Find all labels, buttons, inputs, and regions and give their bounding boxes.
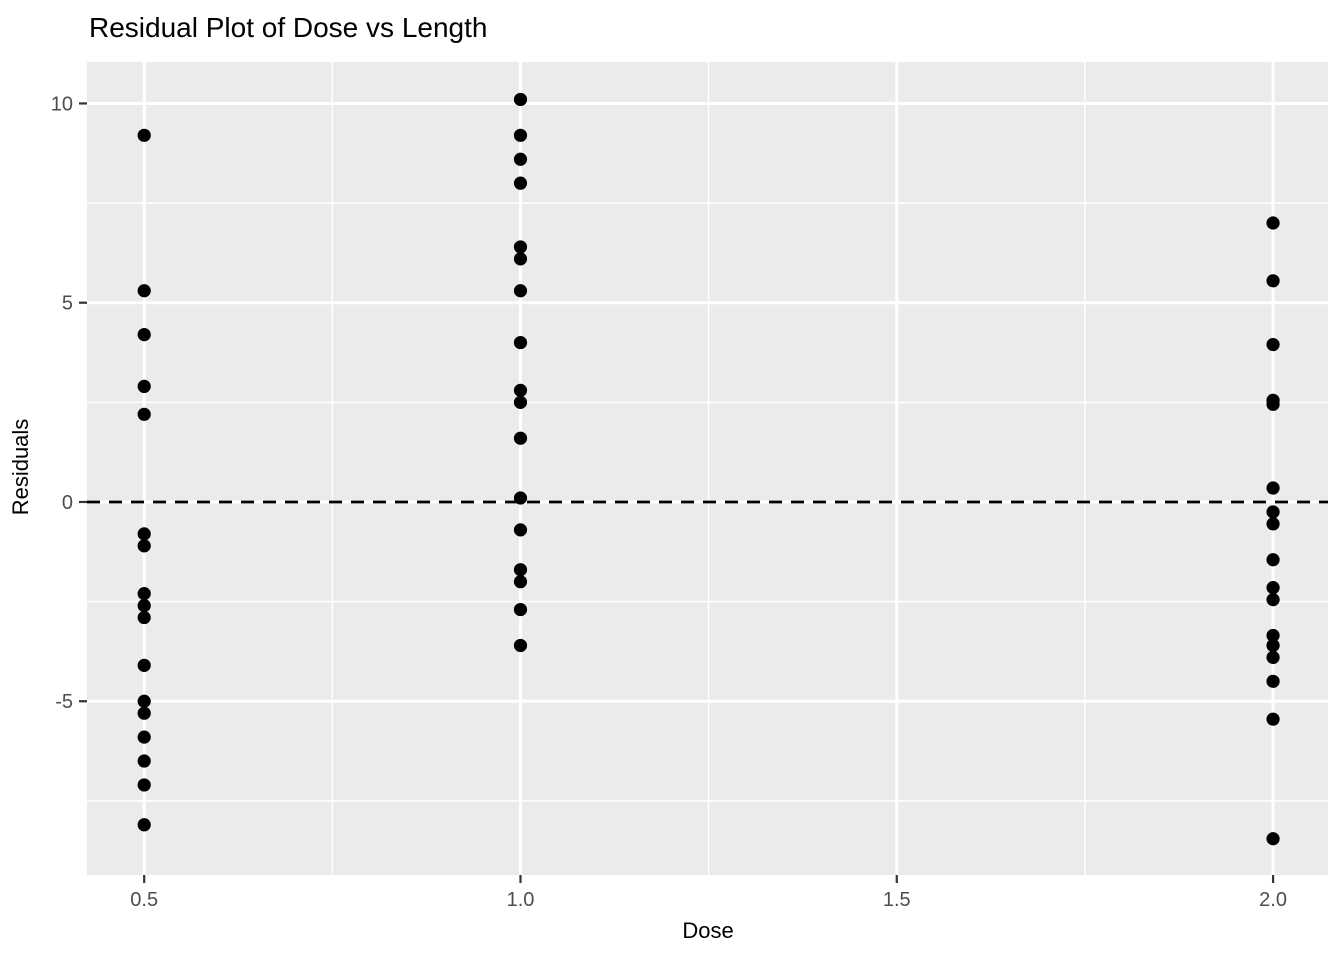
y-tick-label: 10	[51, 93, 73, 115]
data-point	[513, 395, 528, 409]
y-tick-label: -5	[55, 691, 73, 713]
x-tick-label: 0.5	[130, 889, 158, 911]
data-point	[513, 252, 528, 266]
data-point	[513, 128, 528, 142]
data-point	[1266, 674, 1280, 688]
x-tick-label: 1.5	[883, 889, 911, 911]
data-point	[513, 92, 528, 107]
data-point	[1266, 581, 1280, 595]
data-point	[137, 407, 151, 421]
data-point	[1266, 216, 1280, 230]
data-point	[137, 527, 151, 541]
data-point	[137, 587, 151, 601]
data-point	[1266, 481, 1280, 495]
data-point	[513, 491, 528, 505]
data-point	[513, 523, 528, 537]
data-point	[1266, 274, 1280, 288]
data-point	[1266, 553, 1280, 567]
data-point	[1266, 628, 1280, 643]
data-point	[1266, 505, 1280, 519]
x-tick-label: 2.0	[1259, 889, 1287, 911]
data-point	[137, 778, 151, 792]
data-point	[513, 176, 528, 190]
data-point	[137, 754, 151, 768]
data-point	[1266, 397, 1280, 411]
chart-title: Residual Plot of Dose vs Length	[89, 12, 488, 43]
data-point	[137, 539, 151, 553]
data-point	[1266, 517, 1280, 531]
data-point	[137, 730, 151, 744]
data-point	[513, 152, 528, 166]
y-tick-label: 5	[62, 293, 73, 315]
data-point	[1266, 832, 1280, 846]
data-point	[137, 706, 151, 720]
data-point	[137, 379, 151, 394]
data-point	[513, 335, 528, 350]
data-point	[513, 638, 528, 653]
x-axis-title: Dose	[682, 918, 734, 943]
data-point	[513, 240, 528, 254]
data-point	[513, 383, 528, 397]
data-point	[1266, 638, 1280, 653]
data-point	[137, 610, 151, 625]
data-point	[513, 602, 528, 617]
data-point	[1266, 337, 1280, 352]
data-point	[513, 431, 528, 445]
data-point	[513, 575, 528, 589]
data-point	[137, 694, 151, 708]
data-point	[137, 598, 151, 613]
data-point	[137, 327, 151, 342]
data-point	[1266, 712, 1280, 726]
data-point	[1266, 593, 1280, 607]
y-tick-label: 0	[62, 492, 73, 514]
data-point	[137, 128, 151, 142]
panel-background	[87, 62, 1328, 875]
data-point	[137, 818, 151, 832]
data-point	[513, 284, 528, 298]
data-point	[1266, 650, 1280, 665]
data-point	[513, 563, 528, 577]
data-point	[137, 658, 151, 672]
data-point	[137, 284, 151, 298]
x-tick-label: 1.0	[507, 889, 535, 911]
